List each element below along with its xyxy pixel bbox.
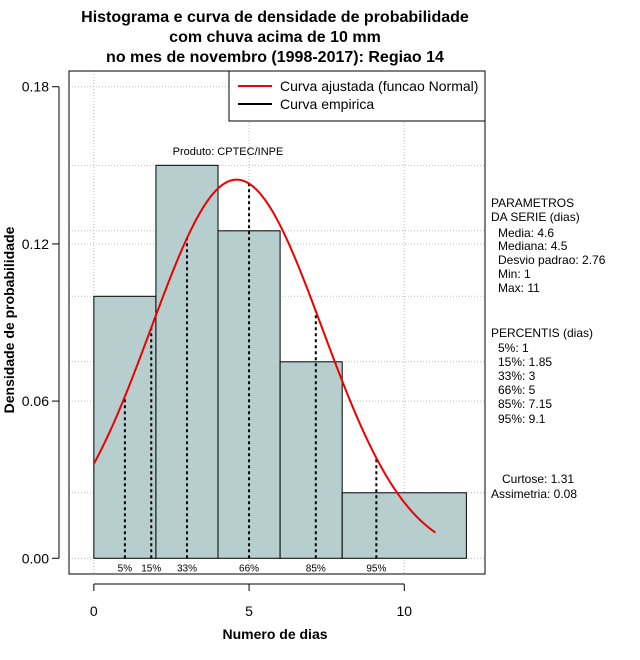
product-annotation: Produto: CPTEC/INPE <box>173 146 284 158</box>
param-desvio: Desvio padrao: 2.76 <box>498 253 606 267</box>
percentile-label-15: 15% <box>141 563 161 574</box>
stat-curtose: Curtose: 1.31 <box>502 472 574 486</box>
param-mediana: Mediana: 4.5 <box>498 239 568 253</box>
percentil-15: 15%: 1.85 <box>498 355 552 369</box>
percentile-label-95: 95% <box>366 563 386 574</box>
legend-box <box>228 70 486 122</box>
percentil-66: 66%: 5 <box>498 383 536 397</box>
histogram-bar-1 <box>93 295 157 559</box>
chart-title-line-1: Histograma e curva de densidade de proba… <box>81 9 469 26</box>
param-media: Media: 4.6 <box>498 226 554 240</box>
percentil-5: 5%: 1 <box>498 341 529 355</box>
percentil-95: 95%: 9.1 <box>498 412 546 426</box>
percentile-label-85: 85% <box>306 563 326 574</box>
x-axis: 0 5 10 <box>90 583 412 619</box>
legend-fit-label: Curva ajustada (funcao Normal) <box>280 78 478 94</box>
histogram-bar-4 <box>279 361 343 559</box>
percentiles-panel: PERCENTIS (dias) 5%: 1 15%: 1.85 33%: 3 … <box>491 326 593 426</box>
params-title-1: PARAMETROS <box>491 196 574 210</box>
y-axis: 0.00 0.06 0.12 0.18 <box>22 79 60 566</box>
y-tick-label: 0.00 <box>22 550 49 566</box>
x-tick-label: 0 <box>90 603 98 619</box>
percentile-label-5: 5% <box>118 563 133 574</box>
percentil-33: 33%: 3 <box>498 369 536 383</box>
legend: Curva ajustada (funcao Normal) Curva emp… <box>228 70 486 122</box>
histogram-bar-2 <box>155 164 219 559</box>
x-axis-title: Numero de dias <box>222 626 327 642</box>
percentil-85: 85%: 7.15 <box>498 397 552 411</box>
fitted-curve-layer <box>92 178 436 534</box>
y-tick-label: 0.12 <box>22 236 49 252</box>
chart-title-line-2: com chuva acima de 10 mm <box>169 29 381 46</box>
x-tick-label: 5 <box>245 603 253 619</box>
param-min: Min: 1 <box>498 267 531 281</box>
shape-stats-panel: Curtose: 1.31 Assimetria: 0.08 <box>491 472 577 501</box>
params-title-2: DA SERIE (dias) <box>491 210 580 224</box>
percentile-label-66: 66% <box>239 563 259 574</box>
percentile-lines: 5% 15% 33% 66% 85% 95% <box>118 183 386 574</box>
parameters-panel: PARAMETROS DA SERIE (dias) Media: 4.6 Me… <box>491 196 606 295</box>
y-tick-label: 0.06 <box>22 393 49 409</box>
y-tick-label: 0.18 <box>22 79 49 95</box>
x-tick-label: 10 <box>396 603 412 619</box>
stat-assimetria: Assimetria: 0.08 <box>491 487 577 501</box>
param-max: Max: 11 <box>498 281 540 295</box>
fitted-normal-curve <box>92 178 436 534</box>
legend-empirical-label: Curva empirica <box>280 96 374 112</box>
y-axis-title: Densidade de probabilidade <box>1 226 17 413</box>
chart-title-line-3: no mes de novembro (1998-2017): Regiao 1… <box>106 49 444 66</box>
percentile-label-33: 33% <box>177 563 197 574</box>
percentis-title: PERCENTIS (dias) <box>491 326 593 340</box>
